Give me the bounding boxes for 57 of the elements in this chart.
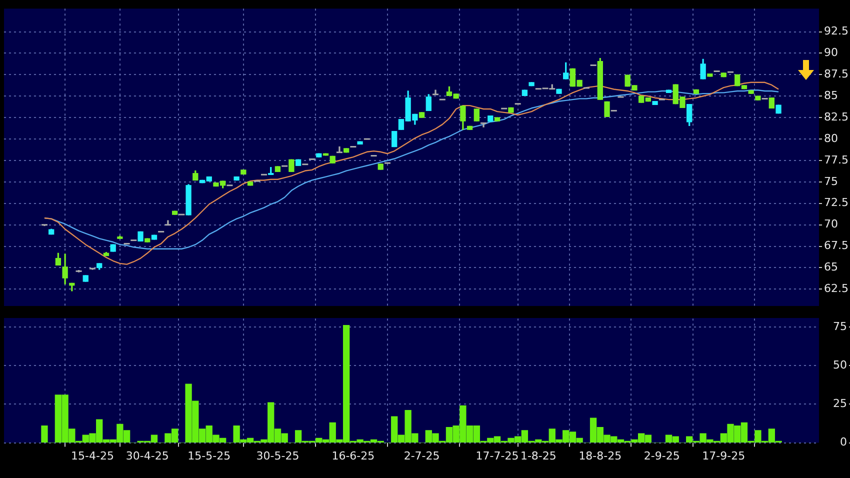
candlestick [693,89,700,94]
x-tick-label: 30-4-25 [126,449,169,462]
y-tick-label: 77.5 [824,153,848,166]
x-tick-label: 30-5-25 [256,449,300,462]
candlestick [144,238,150,242]
candlestick [234,176,240,181]
candlestick [357,141,363,145]
candlestick [474,108,480,122]
y-tick-label: 80 [824,132,838,145]
candlestick [556,88,562,94]
candlestick [604,101,610,118]
x-tick-label: 15-5-25 [188,449,231,462]
x-tick-label: 2-9-25 [644,449,680,462]
candlestick [378,164,384,170]
y-tick-label: 85 [824,88,838,102]
x-tick-label: 18-8-25 [578,449,622,462]
candlestick [508,107,514,113]
candlestick [748,90,754,94]
candlestick [755,96,761,100]
x-tick-label: 17-9-25 [702,449,746,462]
y-tick-label: 87.5 [824,68,848,81]
y-tick-label: 62.5 [824,282,848,296]
y2-tick-label: 25 [833,397,847,410]
candlestick [240,170,246,175]
candlestick [528,82,534,86]
candlestick [344,148,350,153]
candlestick [776,104,782,114]
y2-tick-label: 50 [833,358,847,372]
y-tick-label: 65 [824,260,838,274]
candlestick [720,72,726,78]
y2-tick-label: 0 [840,436,847,449]
candlestick [707,73,713,77]
candlestick [274,166,281,172]
candlestick [392,130,398,148]
x-tick-label: 1-8-25 [520,449,556,462]
candlestick [418,112,425,118]
candlestick [330,156,336,164]
candlestick [652,100,658,106]
candlestick [110,244,116,252]
x-tick-label: 2-7-25 [404,449,440,462]
y-tick-label: 67.5 [824,239,848,252]
y-tick-label: 90 [824,46,838,60]
x-tick-label: 15-4-25 [71,449,114,462]
y-tick-label: 82.5 [824,110,848,124]
y-tick-label: 75 [824,174,838,188]
x-tick-label: 16-6-25 [332,449,375,462]
bar [41,425,48,443]
candlestick [488,116,494,122]
candlestick [151,234,158,240]
candlestick [494,117,500,122]
y-tick-label: 92.5 [824,24,848,38]
candlestick [288,159,294,172]
y-tick-label: 72.5 [824,196,848,210]
candlestick [138,231,144,242]
candlestick [82,275,88,282]
x-tick-label: 17-7-25 [476,449,519,462]
y-tick-label: 70 [824,218,838,231]
